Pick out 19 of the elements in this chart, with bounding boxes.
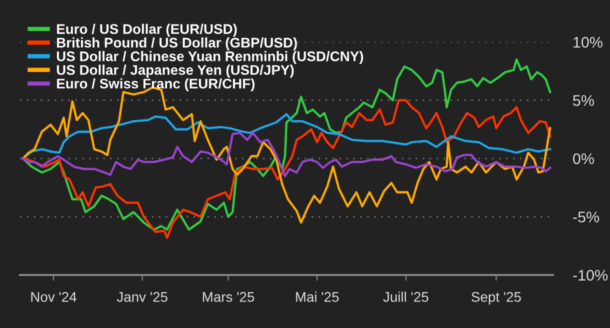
x-tick-label: Mars '25 bbox=[202, 292, 254, 302]
legend-label: British Pound / US Dollar (GBP/USD) bbox=[57, 37, 297, 50]
legend-label: Euro / US Dollar (EUR/USD) bbox=[57, 24, 237, 37]
line-series bbox=[22, 132, 552, 178]
y-tick-label: 5% bbox=[573, 95, 594, 106]
legend-label: Euro / Swiss Franc (EUR/CHF) bbox=[57, 78, 255, 92]
line-series bbox=[22, 113, 552, 160]
y-tick-label: 0% bbox=[573, 153, 594, 164]
line-series bbox=[22, 99, 552, 239]
y-tick-label: -10% bbox=[573, 270, 608, 281]
x-tick-label: Sept '25 bbox=[472, 292, 521, 305]
x-tick-label: Nov '24 bbox=[31, 292, 76, 302]
y-tick-label: -5% bbox=[573, 212, 600, 222]
x-tick-label: Mai '25 bbox=[296, 292, 339, 302]
x-tick-label: Juill '25 bbox=[383, 292, 428, 302]
legend-label: US Dollar / Chinese Yuan Renminbi (USD/CNY) bbox=[56, 51, 364, 64]
x-tick-label: Janv '25 bbox=[116, 292, 168, 302]
legend-label: US Dollar / Japanese Yen (USD/JPY) bbox=[56, 64, 294, 78]
y-tick-label: 10% bbox=[574, 36, 602, 48]
